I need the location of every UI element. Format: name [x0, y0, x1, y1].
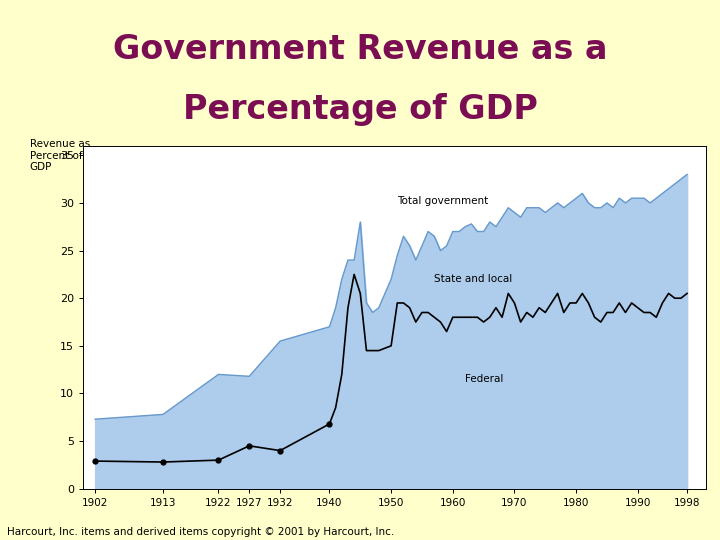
Text: Total government: Total government [397, 196, 489, 206]
Text: Revenue as
Percent of
GDP: Revenue as Percent of GDP [30, 139, 90, 172]
Text: Harcourt, Inc. items and derived items copyright © 2001 by Harcourt, Inc.: Harcourt, Inc. items and derived items c… [7, 527, 395, 537]
Text: Federal: Federal [465, 374, 503, 384]
Text: Government Revenue as a: Government Revenue as a [113, 32, 607, 66]
Text: Percentage of GDP: Percentage of GDP [183, 93, 537, 126]
Text: State and local: State and local [434, 274, 513, 284]
